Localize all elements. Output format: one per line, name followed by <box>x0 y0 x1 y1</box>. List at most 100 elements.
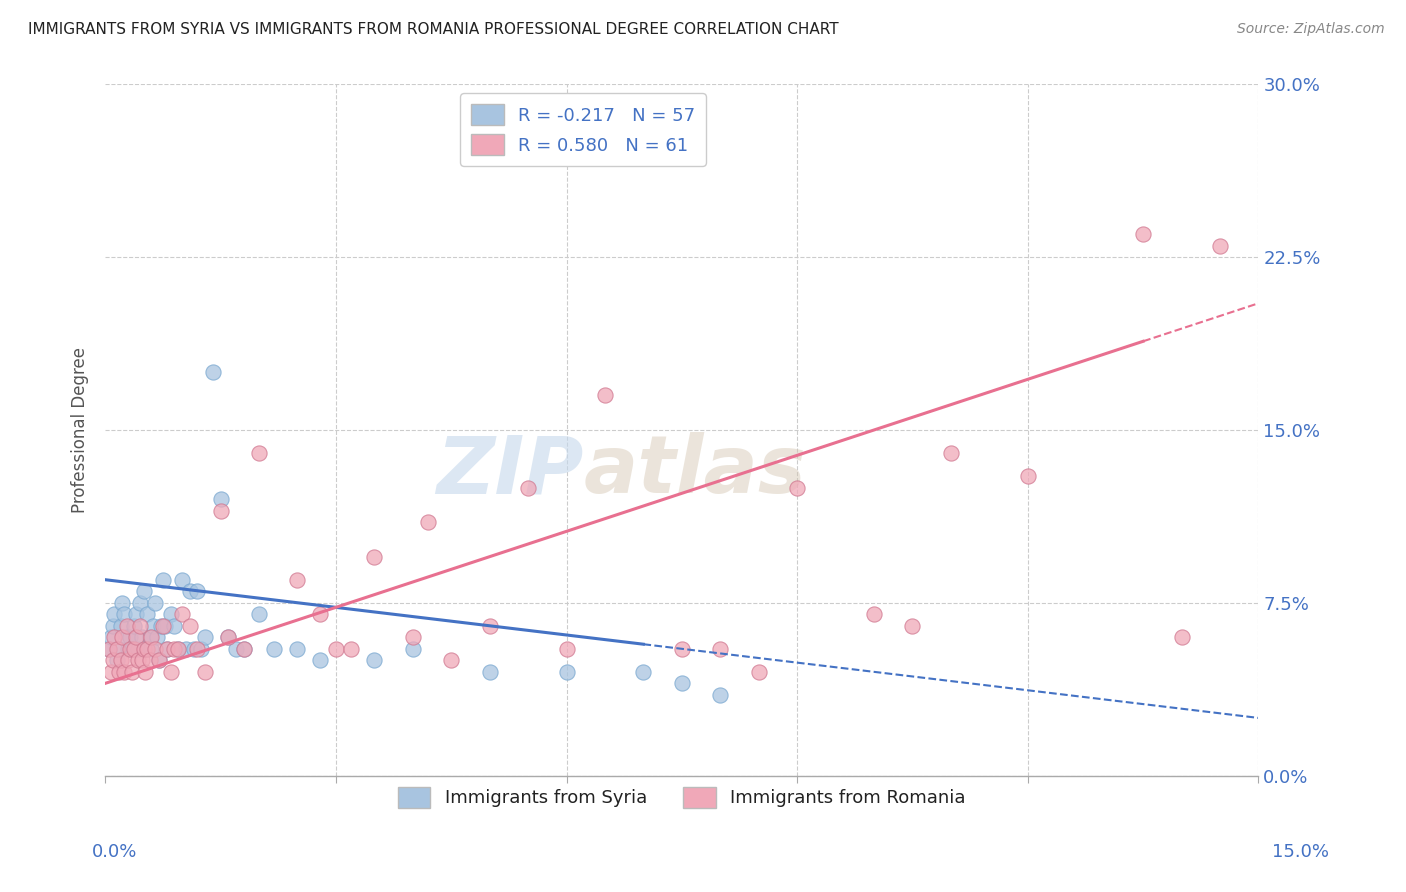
Point <box>117 641 139 656</box>
Point <box>118 641 141 656</box>
Point <box>100 665 122 679</box>
Point <box>128 596 150 610</box>
Point <box>143 641 166 656</box>
Point <box>127 653 149 667</box>
Point <box>247 607 270 622</box>
Point <box>172 573 194 587</box>
Point <box>201 365 224 379</box>
Point <box>105 653 128 667</box>
Point <box>149 619 172 633</box>
Point <box>167 641 190 656</box>
Point <box>939 446 962 460</box>
Point <box>786 481 808 495</box>
Point <box>111 596 134 610</box>
Point <box>440 653 463 667</box>
Point <box>142 619 165 633</box>
Point <box>709 688 731 702</box>
Point <box>100 630 122 644</box>
Point <box>163 641 186 656</box>
Point <box>179 619 201 633</box>
Point <box>132 584 155 599</box>
Text: IMMIGRANTS FROM SYRIA VS IMMIGRANTS FROM ROMANIA PROFESSIONAL DEGREE CORRELATION: IMMIGRANTS FROM SYRIA VS IMMIGRANTS FROM… <box>28 22 839 37</box>
Text: 0.0%: 0.0% <box>91 843 136 861</box>
Point <box>98 641 121 656</box>
Point <box>139 653 162 667</box>
Point <box>194 630 217 644</box>
Point <box>709 641 731 656</box>
Text: 15.0%: 15.0% <box>1271 843 1329 861</box>
Point <box>517 481 540 495</box>
Point <box>131 653 153 667</box>
Point <box>110 619 132 633</box>
Point <box>156 641 179 656</box>
Text: Source: ZipAtlas.com: Source: ZipAtlas.com <box>1237 22 1385 37</box>
Point <box>108 641 131 656</box>
Point <box>179 584 201 599</box>
Y-axis label: Professional Degree: Professional Degree <box>72 347 89 513</box>
Point <box>478 665 501 679</box>
Point <box>134 641 156 656</box>
Point <box>1170 630 1192 644</box>
Point <box>217 630 239 644</box>
Point <box>555 641 578 656</box>
Point <box>103 630 125 644</box>
Point <box>1209 238 1232 252</box>
Point <box>141 630 163 644</box>
Point <box>416 515 439 529</box>
Point <box>748 665 770 679</box>
Point <box>172 607 194 622</box>
Point <box>114 607 136 622</box>
Point <box>101 619 124 633</box>
Point <box>111 630 134 644</box>
Point <box>103 607 125 622</box>
Point <box>183 641 205 656</box>
Point <box>263 641 285 656</box>
Point <box>555 665 578 679</box>
Text: ZIP: ZIP <box>436 433 583 510</box>
Point <box>98 641 121 656</box>
Legend: Immigrants from Syria, Immigrants from Romania: Immigrants from Syria, Immigrants from R… <box>391 780 973 815</box>
Point <box>402 641 425 656</box>
Point <box>141 641 163 656</box>
Point <box>194 665 217 679</box>
Point <box>232 641 254 656</box>
Point <box>124 641 146 656</box>
Point <box>134 665 156 679</box>
Point <box>117 653 139 667</box>
Point <box>159 607 181 622</box>
Point <box>121 665 143 679</box>
Point <box>174 641 197 656</box>
Point <box>118 630 141 644</box>
Point <box>340 641 363 656</box>
Point <box>217 630 239 644</box>
Point <box>148 653 170 667</box>
Point <box>148 653 170 667</box>
Point <box>309 653 332 667</box>
Point <box>156 641 179 656</box>
Point <box>132 641 155 656</box>
Point <box>671 641 693 656</box>
Point <box>287 641 309 656</box>
Point <box>125 630 148 644</box>
Point <box>143 596 166 610</box>
Point <box>209 503 232 517</box>
Point <box>127 641 149 656</box>
Point <box>152 619 174 633</box>
Point <box>115 630 138 644</box>
Point <box>128 619 150 633</box>
Point <box>146 630 169 644</box>
Point <box>478 619 501 633</box>
Point <box>186 641 208 656</box>
Point <box>105 641 128 656</box>
Point <box>131 630 153 644</box>
Point <box>136 641 159 656</box>
Point <box>136 607 159 622</box>
Point <box>247 446 270 460</box>
Point <box>1132 227 1154 242</box>
Point <box>225 641 247 656</box>
Point <box>163 619 186 633</box>
Point <box>167 641 190 656</box>
Point <box>186 584 208 599</box>
Point <box>114 665 136 679</box>
Point <box>124 619 146 633</box>
